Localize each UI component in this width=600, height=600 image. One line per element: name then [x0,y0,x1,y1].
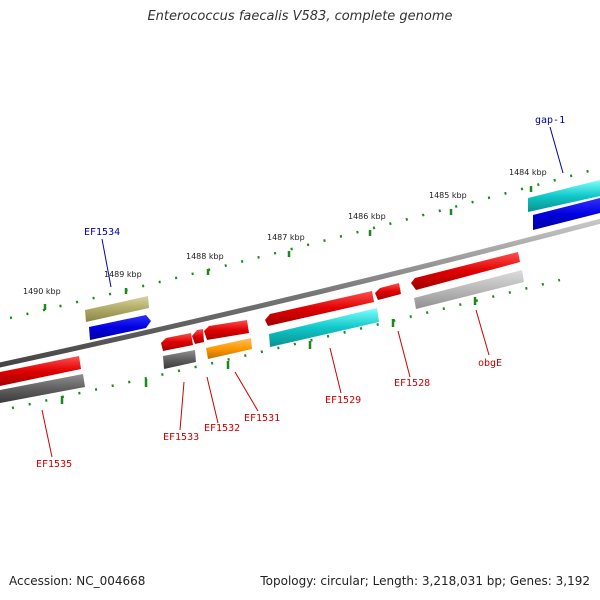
gene-ef1529-red[interactable] [265,291,374,326]
gene-label-ef1534[interactable]: EF1534 [84,227,120,238]
gene-label-ef1531[interactable]: EF1531 [244,413,280,424]
gene-label-ef1528[interactable]: EF1528 [394,378,430,389]
accession-text: Accession: NC_004668 [9,574,146,588]
gene-ef1531-red[interactable] [204,320,249,340]
gene-ef1534-blue[interactable] [89,315,151,340]
kbp-major-ticks [43,186,533,404]
gene-ef1535-gray[interactable] [0,374,85,403]
kbp-label-1487: 1487 kbp [267,233,305,242]
gene-ef1532-block[interactable] [192,329,204,344]
gene-ef1529-cyan[interactable] [269,308,379,347]
gene-obgE-red[interactable] [411,252,520,290]
kbp-label-1486: 1486 kbp [348,212,386,221]
genome-summary-text: Topology: circular; Length: 3,218,031 bp… [260,574,590,588]
gene-ef1534-olive[interactable] [85,296,149,322]
gene-label-ef1529[interactable]: EF1529 [325,395,361,406]
gene-ef1533-gray[interactable] [163,350,196,369]
gene-ef1528-block[interactable] [375,283,401,300]
gene-ef1531-orange[interactable] [206,338,252,359]
gene-label-obge[interactable]: obgE [478,358,502,369]
map-title: Enterococcus faecalis V583, complete gen… [147,9,453,24]
gene-ef1533-red[interactable] [161,333,193,351]
gene-obgE-gray[interactable] [414,270,524,309]
genome-backbone [0,218,600,368]
label-leader-lines [41,126,564,458]
gene-label-gap1[interactable]: gap-1 [535,115,565,126]
gene-label-ef1535[interactable]: EF1535 [36,459,72,470]
gene-gap1-bottom[interactable] [533,198,600,230]
gene-label-ef1532[interactable]: EF1532 [204,423,240,434]
gene-gap1-top[interactable] [528,180,600,212]
kbp-label-1489: 1489 kbp [104,270,142,279]
gene-ef1535-red[interactable] [0,356,81,386]
kbp-label-1484: 1484 kbp [509,168,547,177]
kbp-label-1485: 1485 kbp [429,191,467,200]
kbp-label-1488: 1488 kbp [186,252,224,261]
kbp-label-1490: 1490 kbp [23,287,61,296]
gene-label-ef1533[interactable]: EF1533 [163,432,199,443]
